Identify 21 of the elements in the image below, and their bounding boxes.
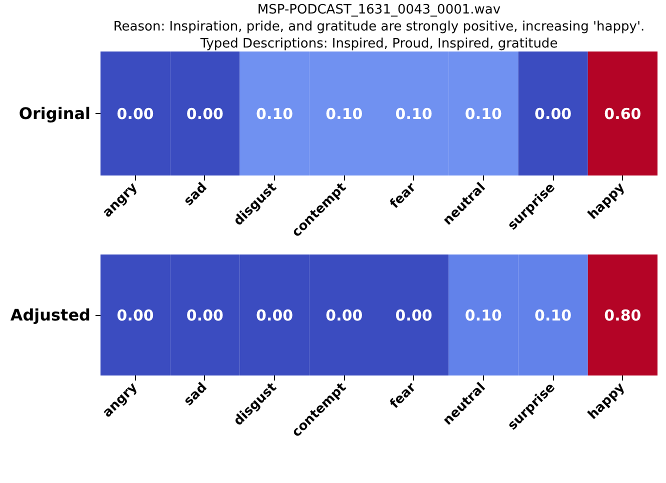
data-label: 0.10	[464, 306, 502, 324]
data-label: 0.00	[534, 105, 572, 123]
data-label: 0.00	[116, 105, 154, 123]
chart-subtitle: Reason: Inspiration, pride, and gratitude are strongly positive, increasing 'happy'.	[113, 20, 645, 34]
data-label: 0.00	[186, 105, 224, 123]
data-label: 0.10	[395, 105, 432, 123]
data-label: 0.10	[256, 105, 294, 123]
data-label: 0.10	[326, 105, 363, 123]
y-tick-label: Adjusted	[10, 306, 90, 324]
data-label: 0.00	[326, 306, 363, 324]
data-label: 0.00	[395, 306, 432, 324]
chart-title: MSP-PODCAST_1631_0043_0001.wav	[257, 2, 501, 18]
data-label: 0.80	[604, 306, 642, 324]
data-label: 0.00	[186, 306, 224, 324]
data-label: 0.00	[116, 306, 154, 324]
data-label: 0.10	[464, 105, 502, 123]
y-tick-label: Original	[18, 104, 91, 123]
annotation: Typed Descriptions: Inspired, Proud, Inspired, gratitude	[199, 36, 558, 52]
data-label: 0.10	[534, 306, 572, 324]
data-label: 0.60	[604, 105, 642, 123]
data-label: 0.00	[256, 306, 294, 324]
